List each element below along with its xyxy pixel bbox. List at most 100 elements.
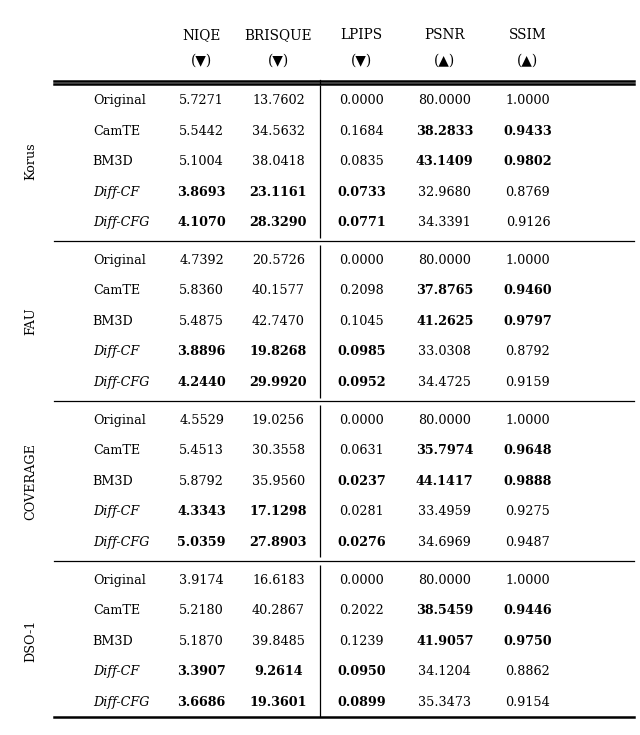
Text: 17.1298: 17.1298 [250,505,307,518]
Text: 0.9433: 0.9433 [504,124,552,137]
Text: 19.8268: 19.8268 [250,345,307,359]
Text: 0.0276: 0.0276 [337,536,386,549]
Text: NIQE: NIQE [182,28,221,43]
Text: 5.1870: 5.1870 [179,634,224,648]
Text: 3.9174: 3.9174 [179,573,224,587]
Text: 0.9888: 0.9888 [504,475,552,488]
Text: Original: Original [93,94,146,107]
Text: Diff-CFG: Diff-CFG [93,216,149,229]
Text: 29.9920: 29.9920 [250,376,307,389]
Text: 0.0950: 0.0950 [337,665,386,678]
Text: 34.4725: 34.4725 [419,376,471,389]
Text: 1.0000: 1.0000 [506,94,550,107]
Text: 0.0000: 0.0000 [339,94,384,107]
Text: 0.1045: 0.1045 [339,315,384,328]
Text: 0.1684: 0.1684 [339,124,384,137]
Text: Original: Original [93,254,146,267]
Text: 35.9560: 35.9560 [252,475,305,488]
Text: 3.8693: 3.8693 [177,185,226,198]
Text: 20.5726: 20.5726 [252,254,305,267]
Text: 4.1070: 4.1070 [177,216,226,229]
Text: 40.2867: 40.2867 [252,604,305,617]
Text: 80.0000: 80.0000 [419,414,471,427]
Text: 0.8769: 0.8769 [506,185,550,198]
Text: 43.1409: 43.1409 [416,155,474,168]
Text: 0.0281: 0.0281 [339,505,384,518]
Text: 37.8765: 37.8765 [416,284,474,298]
Text: BM3D: BM3D [93,315,134,328]
Text: (▼): (▼) [191,53,212,68]
Text: 0.0631: 0.0631 [339,444,384,457]
Text: 34.5632: 34.5632 [252,124,305,137]
Text: 0.0000: 0.0000 [339,414,384,427]
Text: 38.5459: 38.5459 [416,604,474,617]
Text: 0.9275: 0.9275 [506,505,550,518]
Text: 0.0985: 0.0985 [337,345,386,359]
Text: 1.0000: 1.0000 [506,254,550,267]
Text: 35.7974: 35.7974 [416,444,474,457]
Text: 5.4875: 5.4875 [179,315,224,328]
Text: 5.8360: 5.8360 [179,284,224,298]
Text: CamTE: CamTE [93,124,140,137]
Text: BRISQUE: BRISQUE [244,28,312,43]
Text: (▼): (▼) [351,53,372,68]
Text: 3.8896: 3.8896 [177,345,226,359]
Text: Diff-CFG: Diff-CFG [93,695,149,709]
Text: 0.2022: 0.2022 [339,604,384,617]
Text: Diff-CF: Diff-CF [93,185,139,198]
Text: 80.0000: 80.0000 [419,94,471,107]
Text: 40.1577: 40.1577 [252,284,305,298]
Text: 5.0359: 5.0359 [177,536,226,549]
Text: 34.1204: 34.1204 [419,665,471,678]
Text: 38.2833: 38.2833 [416,124,474,137]
Text: Diff-CFG: Diff-CFG [93,376,149,389]
Text: 41.9057: 41.9057 [416,634,474,648]
Text: (▲): (▲) [517,53,539,68]
Text: 0.2098: 0.2098 [339,284,384,298]
Text: CamTE: CamTE [93,444,140,457]
Text: Original: Original [93,573,146,587]
Text: 34.6969: 34.6969 [419,536,471,549]
Text: (▲): (▲) [434,53,456,68]
Text: 28.3290: 28.3290 [250,216,307,229]
Text: LPIPS: LPIPS [340,28,383,43]
Text: CamTE: CamTE [93,604,140,617]
Text: BM3D: BM3D [93,155,134,168]
Text: 0.9126: 0.9126 [506,216,550,229]
Text: DSO-1: DSO-1 [24,620,37,662]
Text: 3.3907: 3.3907 [177,665,226,678]
Text: 33.4959: 33.4959 [419,505,471,518]
Text: Original: Original [93,414,146,427]
Text: 5.4513: 5.4513 [179,444,224,457]
Text: Diff-CFG: Diff-CFG [93,536,149,549]
Text: 0.0835: 0.0835 [339,155,384,168]
Text: 38.0418: 38.0418 [252,155,305,168]
Text: 0.0000: 0.0000 [339,254,384,267]
Text: 13.7602: 13.7602 [252,94,305,107]
Text: 4.7392: 4.7392 [179,254,224,267]
Text: 5.5442: 5.5442 [179,124,224,137]
Text: 9.2614: 9.2614 [254,665,303,678]
Text: Diff-CF: Diff-CF [93,505,139,518]
Text: 5.7271: 5.7271 [179,94,224,107]
Text: 42.7470: 42.7470 [252,315,305,328]
Text: (▼): (▼) [268,53,289,68]
Text: 0.0000: 0.0000 [339,573,384,587]
Text: 19.0256: 19.0256 [252,414,305,427]
Text: PSNR: PSNR [424,28,465,43]
Text: 4.2440: 4.2440 [177,376,226,389]
Text: 19.3601: 19.3601 [250,695,307,709]
Text: 32.9680: 32.9680 [419,185,471,198]
Text: SSIM: SSIM [509,28,547,43]
Text: 5.1004: 5.1004 [179,155,224,168]
Text: 0.9487: 0.9487 [506,536,550,549]
Text: 30.3558: 30.3558 [252,444,305,457]
Text: 80.0000: 80.0000 [419,573,471,587]
Text: Korus: Korus [24,143,37,180]
Text: BM3D: BM3D [93,634,134,648]
Text: 4.3343: 4.3343 [177,505,226,518]
Text: 0.9154: 0.9154 [506,695,550,709]
Text: 3.6686: 3.6686 [177,695,226,709]
Text: 1.0000: 1.0000 [506,573,550,587]
Text: 0.8862: 0.8862 [506,665,550,678]
